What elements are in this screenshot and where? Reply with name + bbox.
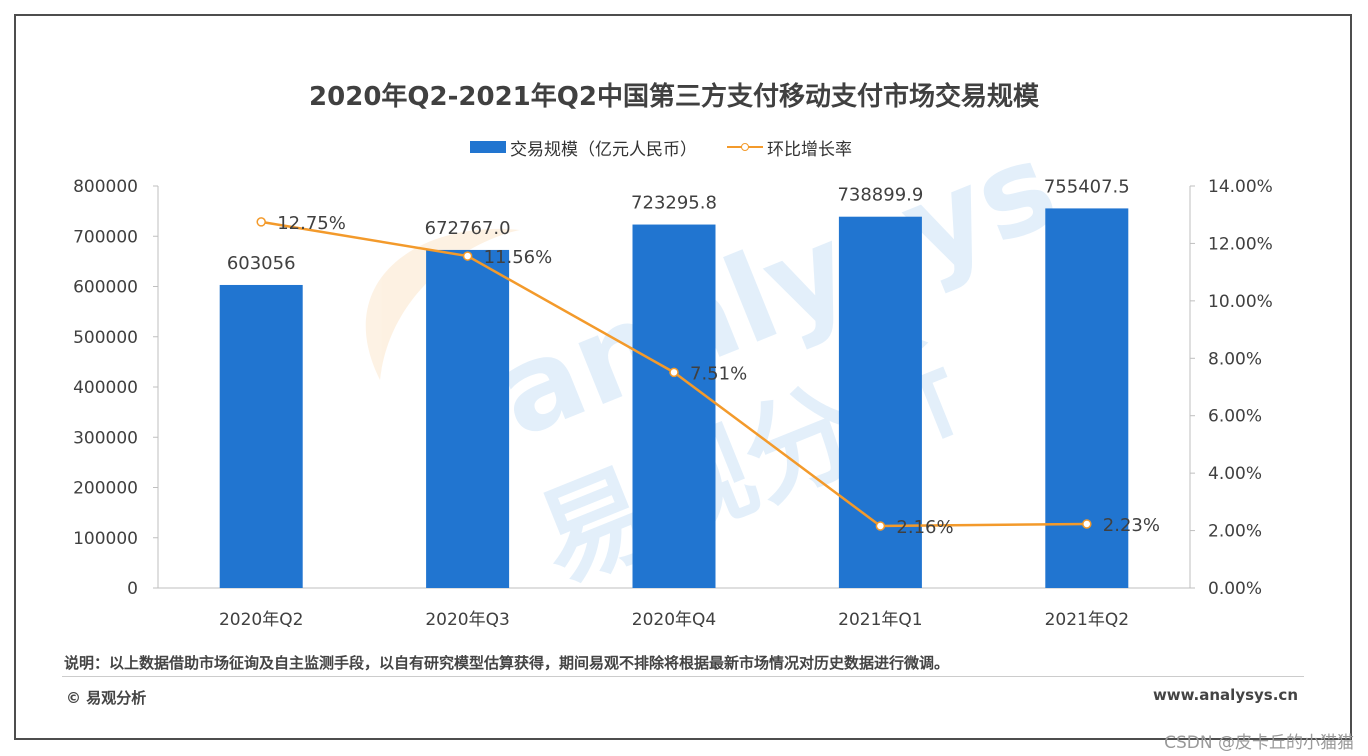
y-right-tick-label: 12.00%: [1208, 234, 1273, 254]
bar: [426, 249, 510, 589]
legend-bar-swatch: [470, 141, 506, 153]
bar-data-label: 723295.8: [631, 193, 717, 214]
watermark-swoosh: [365, 228, 520, 380]
legend: 交易规模（亿元人民币） 环比增长率: [470, 136, 852, 160]
website-link[interactable]: www.analysys.cn: [1152, 686, 1298, 704]
y-left-tick-label: 400000: [73, 378, 138, 398]
legend-line-swatch: [727, 141, 763, 153]
x-tick-label: 2021年Q2: [1045, 610, 1129, 630]
y-left-tick-label: 800000: [73, 177, 138, 197]
y-right-tick-label: 14.00%: [1208, 177, 1273, 197]
y-left-tick-label: 700000: [73, 227, 138, 247]
csdn-watermark: CSDN @皮卡丘的小猫猫: [1164, 733, 1354, 753]
y-left-tick-label: 100000: [73, 529, 138, 549]
line-data-label: 12.75%: [277, 213, 346, 234]
bar-data-label: 603056: [227, 253, 296, 274]
legend-line-label: 环比增长率: [767, 139, 852, 160]
y-right-tick-label: 2.00%: [1208, 522, 1262, 542]
y-right-tick-label: 4.00%: [1208, 464, 1262, 484]
y-left-tick-label: 200000: [73, 479, 138, 499]
copyright: © 易观分析: [66, 689, 147, 707]
line-data-label: 2.23%: [1103, 515, 1160, 536]
y-left-tick-label: 500000: [73, 328, 138, 348]
chart-title: 2020年Q2-2021年Q2中国第三方支付移动支付市场交易规模: [309, 82, 1039, 112]
y-left-tick-label: 0: [127, 579, 138, 599]
y-left-tick-label: 600000: [73, 278, 138, 298]
bar: [632, 224, 716, 588]
y-right-tick-label: 10.00%: [1208, 292, 1273, 312]
x-tick-label: 2020年Q3: [425, 610, 509, 630]
bar-data-label: 672767.0: [425, 218, 511, 239]
growth-rate-point: [1082, 519, 1092, 529]
growth-rate-point: [462, 251, 473, 261]
growth-rate-point: [256, 217, 266, 227]
y-right-tick-label: 6.00%: [1208, 407, 1262, 427]
line-data-label: 7.51%: [690, 363, 747, 384]
y-left-tick-label: 300000: [73, 428, 138, 448]
line-data-label: 2.16%: [896, 517, 953, 538]
line-data-label: 11.56%: [484, 247, 553, 268]
legend-bar-label: 交易规模（亿元人民币）: [510, 139, 697, 160]
x-tick-label: 2020年Q2: [219, 610, 303, 630]
y-right-tick-label: 0.00%: [1208, 579, 1262, 599]
bar-data-label: 738899.9: [837, 185, 923, 206]
bar-data-label: 755407.5: [1044, 176, 1130, 197]
divider: [62, 676, 1304, 677]
growth-rate-point: [669, 367, 679, 378]
x-tick-label: 2021年Q1: [838, 610, 922, 630]
footnote: 说明：以上数据借助市场征询及自主监测手段，以自有研究模型估算获得，期间易观不排除…: [64, 654, 950, 672]
growth-rate-point: [875, 521, 886, 531]
y-right-tick-label: 8.00%: [1208, 349, 1262, 369]
x-tick-label: 2020年Q4: [632, 610, 716, 630]
bar: [219, 284, 303, 588]
